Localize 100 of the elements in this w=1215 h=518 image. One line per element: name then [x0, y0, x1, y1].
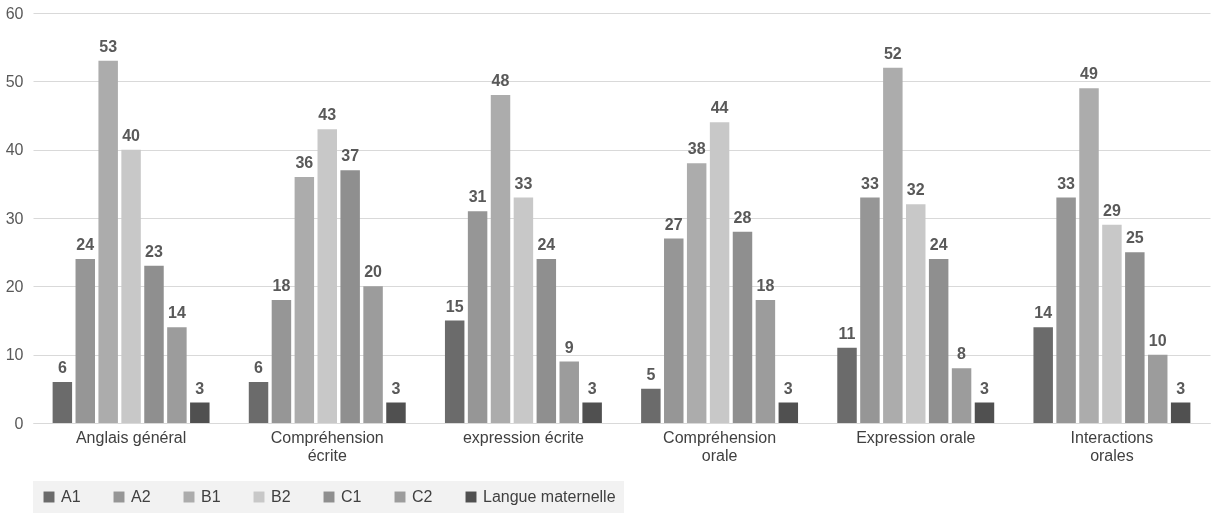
data-label: 3	[783, 379, 793, 397]
legend-label: B1	[201, 488, 221, 505]
bar	[513, 197, 534, 423]
data-label: 29	[1103, 201, 1121, 219]
bar	[837, 347, 857, 423]
bar	[778, 402, 799, 423]
data-label: 31	[468, 188, 487, 206]
data-label: 49	[1080, 65, 1099, 83]
x-tick-label: Expression orale	[856, 428, 976, 446]
data-label: 10	[1148, 331, 1167, 349]
bar	[974, 402, 995, 423]
bar	[1056, 197, 1076, 423]
y-tick-label: 10	[5, 346, 24, 364]
x-tick-label: Compréhension écrite	[270, 428, 384, 464]
x-tick-label: Compréhension orale	[663, 428, 777, 464]
data-label: 18	[272, 277, 291, 294]
bar	[363, 286, 383, 423]
y-tick-label: 60	[5, 4, 24, 22]
legend-label: Langue maternelle	[483, 488, 616, 505]
bar	[664, 238, 684, 423]
y-tick-label: 50	[5, 72, 24, 90]
bar	[1102, 224, 1122, 423]
data-label: 33	[514, 174, 533, 192]
bar	[951, 368, 972, 423]
data-label: 20	[364, 263, 383, 281]
bar	[98, 60, 118, 423]
x-tick-label: Interactions orales	[1070, 428, 1154, 464]
bar	[121, 149, 141, 423]
bar	[52, 382, 73, 423]
bar	[340, 170, 360, 423]
bar	[271, 300, 292, 423]
data-label: 52	[883, 44, 902, 62]
bar	[167, 327, 187, 423]
data-label: 38	[687, 140, 706, 158]
bar	[294, 177, 315, 423]
data-label: 24	[76, 236, 95, 253]
data-label: 24	[929, 236, 948, 253]
bar	[883, 67, 903, 423]
bar	[536, 259, 557, 423]
bar	[75, 259, 95, 423]
bar	[1125, 252, 1145, 423]
legend-label: A1	[61, 488, 81, 505]
bar	[755, 300, 776, 423]
data-label: 6	[57, 359, 67, 376]
data-label: 40	[122, 126, 141, 144]
legend-label: A2	[131, 488, 151, 505]
bar	[467, 211, 488, 423]
data-label: 8	[957, 345, 967, 363]
data-label: 28	[733, 208, 752, 226]
x-tick-label: Anglais général	[75, 428, 187, 446]
bar	[732, 231, 753, 423]
data-label: 15	[445, 297, 464, 315]
y-tick-label: 20	[5, 277, 24, 295]
data-label: 48	[491, 72, 510, 89]
data-label: 6	[254, 359, 264, 376]
data-label: 27	[664, 215, 683, 233]
y-tick-label: 40	[5, 141, 24, 159]
data-label: 14	[1034, 304, 1053, 322]
bar	[1170, 402, 1191, 423]
data-label: 5	[646, 365, 656, 383]
data-label: 44	[710, 99, 729, 117]
y-tick-label: 30	[5, 209, 24, 227]
data-label: 3	[195, 379, 205, 397]
bar	[686, 163, 707, 423]
bar	[490, 95, 511, 423]
bar	[386, 402, 406, 423]
data-label: 23	[145, 242, 163, 260]
bar	[709, 122, 730, 423]
bar	[860, 197, 880, 423]
bar	[190, 402, 210, 423]
data-label: 3	[391, 379, 401, 397]
data-label: 53	[99, 37, 118, 55]
data-label: 37	[341, 147, 360, 165]
data-label: 18	[756, 277, 775, 294]
bar	[248, 382, 269, 423]
bar	[444, 320, 465, 423]
bar	[317, 129, 337, 423]
data-label: 36	[295, 154, 314, 171]
legend-label: B2	[271, 488, 291, 505]
data-label: 33	[1057, 174, 1076, 192]
data-label: 9	[564, 338, 574, 356]
bar	[144, 265, 164, 423]
bar	[559, 361, 579, 423]
x-tick-label: expression écrite	[462, 428, 584, 446]
legend-label: C2	[412, 488, 433, 505]
legend-label: C1	[341, 488, 362, 505]
data-label: 43	[318, 106, 337, 124]
data-label: 33	[861, 174, 879, 192]
data-label: 24	[537, 236, 556, 253]
data-label: 25	[1125, 229, 1144, 247]
bar	[582, 402, 602, 423]
data-label: 3	[587, 379, 597, 397]
data-label: 11	[838, 324, 856, 342]
bar	[928, 259, 949, 423]
bar	[641, 388, 661, 423]
data-label: 14	[168, 304, 186, 322]
bar	[906, 204, 926, 423]
data-label: 3	[980, 379, 990, 397]
data-label: 32	[906, 181, 925, 199]
bar	[1148, 354, 1168, 423]
